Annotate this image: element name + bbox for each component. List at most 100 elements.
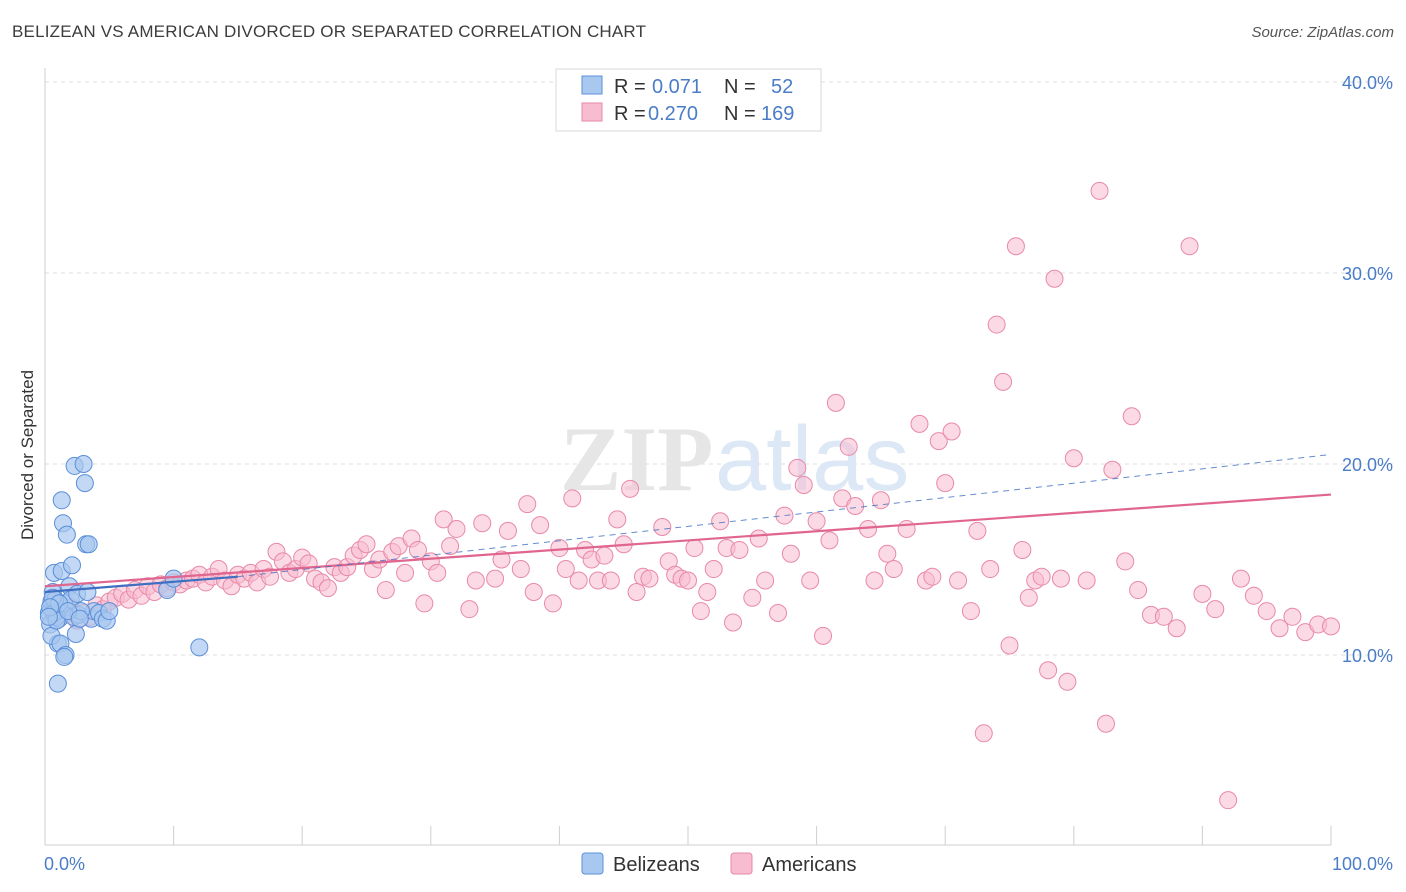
americans-point — [820, 531, 839, 550]
belizeans-trend-line — [44, 575, 238, 594]
americans-point — [968, 521, 987, 540]
belizeans-bottom-label: Belizeans — [613, 854, 700, 876]
y-axis-title: Divorced or Separated — [18, 370, 37, 540]
americans-point — [396, 563, 415, 582]
americans-point — [884, 560, 903, 579]
americans-point — [563, 489, 582, 508]
americans-point — [897, 519, 916, 538]
axes — [44, 68, 1332, 846]
x-tick-labels: 0.0% 100.0% — [44, 854, 1393, 874]
americans-point — [865, 571, 884, 590]
americans-point — [1058, 672, 1077, 691]
americans-point — [807, 512, 826, 531]
americans-bottom-label: Americans — [762, 854, 856, 876]
belizeans-point — [52, 491, 71, 510]
americans-point — [1032, 567, 1051, 586]
americans-point — [441, 537, 460, 556]
americans-point — [743, 588, 762, 607]
belizeans-point — [57, 525, 76, 544]
americans-point — [981, 560, 1000, 579]
americans-point — [1154, 607, 1173, 626]
americans-point — [1077, 571, 1096, 590]
americans-point — [1322, 617, 1340, 636]
belizeans-point — [55, 647, 74, 666]
americans-point — [357, 535, 376, 554]
americans-r-label: R = — [614, 103, 646, 125]
americans-point — [994, 372, 1013, 391]
americans-point — [1122, 407, 1141, 426]
americans-point — [801, 571, 820, 590]
belizeans-points — [39, 455, 209, 693]
americans-point — [1270, 619, 1289, 638]
belizeans-trend-extension — [237, 453, 1332, 578]
belizeans-point — [79, 535, 98, 554]
americans-trend-line — [44, 493, 1332, 588]
belizeans-point — [48, 674, 67, 693]
americans-point — [1006, 237, 1025, 256]
chart-title: BELIZEAN VS AMERICAN DIVORCED OR SEPARAT… — [12, 22, 647, 41]
belizeans-legend-swatch — [581, 75, 603, 95]
americans-point — [691, 602, 710, 621]
belizeans-point — [74, 455, 93, 473]
americans-point — [518, 495, 537, 514]
americans-n-value: 169 — [761, 103, 794, 125]
americans-point — [466, 571, 485, 590]
americans-point — [839, 437, 858, 456]
americans-point — [524, 582, 543, 601]
americans-r-value: 0.270 — [648, 103, 698, 125]
americans-point — [1045, 269, 1064, 288]
americans-point — [550, 539, 569, 558]
americans-point — [781, 544, 800, 563]
americans-point — [711, 512, 730, 531]
belizeans-point — [190, 638, 209, 657]
americans-point — [543, 594, 562, 613]
americans-point — [775, 506, 794, 525]
americans-point — [704, 560, 723, 579]
americans-point — [498, 521, 517, 540]
belizeans-point — [66, 624, 85, 643]
americans-point — [1051, 569, 1070, 588]
americans-point — [460, 600, 479, 619]
americans-point — [923, 567, 942, 586]
americans-bottom-swatch — [730, 852, 753, 875]
americans-point — [949, 571, 968, 590]
americans-point — [788, 458, 807, 477]
americans-point — [846, 497, 865, 516]
belizeans-bottom-swatch — [581, 852, 604, 875]
americans-point — [601, 571, 620, 590]
americans-point — [531, 516, 550, 535]
americans-point — [929, 432, 948, 451]
americans-point — [1180, 237, 1199, 256]
americans-point — [1116, 552, 1135, 571]
americans-point — [961, 602, 980, 621]
americans-point — [1013, 540, 1032, 559]
belizeans-point — [63, 556, 82, 575]
americans-point — [511, 560, 530, 579]
stats-legend: R = 0.071 N = 52 R = 0.270 N = 169 — [555, 68, 822, 132]
belizeans-point — [39, 607, 58, 626]
americans-point — [1064, 449, 1083, 468]
americans-point — [608, 510, 627, 529]
americans-point — [1244, 586, 1263, 605]
americans-point — [318, 579, 337, 598]
americans-point — [749, 529, 768, 548]
belizeans-point — [70, 609, 89, 628]
source-label: Source: ZipAtlas.com — [1251, 24, 1394, 41]
americans-point — [769, 603, 788, 622]
americans-point — [376, 581, 395, 600]
y-tick-label: 20.0% — [1342, 455, 1393, 475]
americans-point — [679, 571, 697, 590]
americans-point — [1090, 181, 1109, 200]
americans-point — [942, 422, 961, 441]
americans-point — [756, 571, 775, 590]
americans-point — [974, 724, 993, 743]
americans-point — [621, 479, 640, 498]
americans-point — [1206, 600, 1225, 619]
americans-point — [814, 626, 833, 645]
belizeans-n-label: N = — [724, 76, 756, 98]
belizeans-r-label: R = — [614, 76, 646, 98]
belizeans-point — [78, 582, 97, 601]
americans-point — [1039, 661, 1058, 680]
americans-point — [724, 613, 743, 632]
